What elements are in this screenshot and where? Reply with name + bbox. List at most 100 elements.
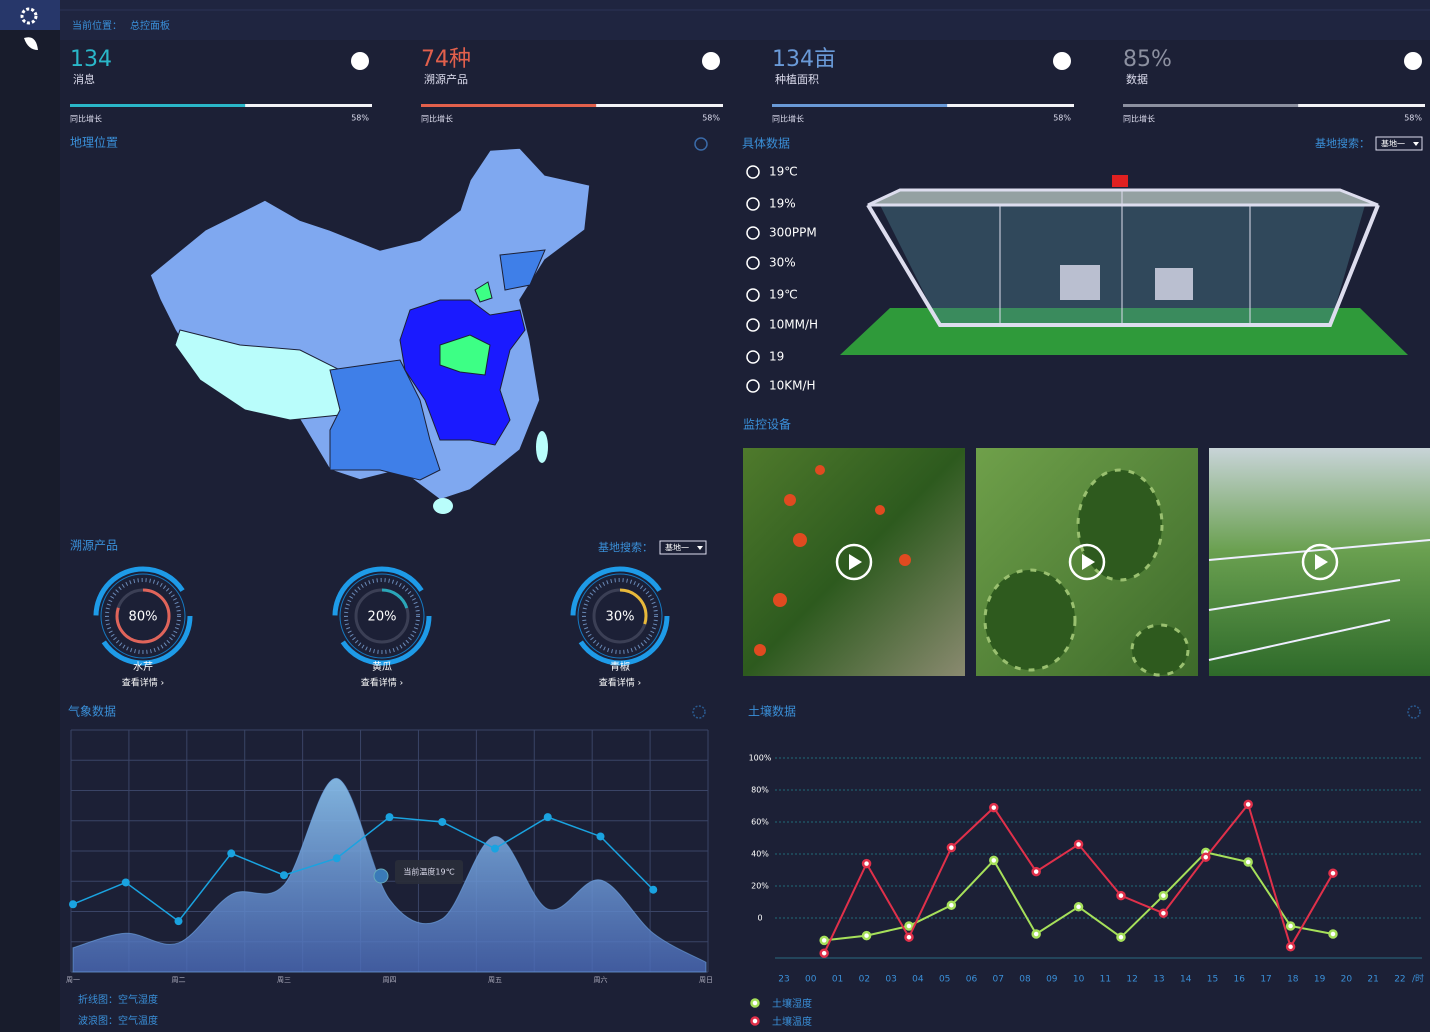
line-point[interactable] xyxy=(1116,890,1126,901)
detail-link[interactable]: 查看详情 › xyxy=(122,677,164,689)
map-region[interactable] xyxy=(474,281,493,303)
line-point[interactable] xyxy=(946,842,957,853)
x-tick-label: 周六 xyxy=(594,975,608,984)
panel-title: 具体数据 xyxy=(742,136,790,151)
map-region[interactable] xyxy=(329,359,441,481)
product-name: 黄瓜 xyxy=(372,660,392,673)
gauge-value xyxy=(115,588,171,644)
reading-value: 19% xyxy=(769,197,796,211)
menu-icon[interactable] xyxy=(24,37,38,50)
play-button[interactable] xyxy=(835,543,1339,581)
x-tick-label: 08 xyxy=(1019,975,1031,985)
breadcrumb-current[interactable]: 总控面板 xyxy=(130,19,170,32)
reading-value: 19℃ xyxy=(769,165,798,179)
map-region[interactable] xyxy=(174,329,341,421)
y-tick-label: 80% xyxy=(751,786,769,795)
x-tick-label: 18 xyxy=(1287,975,1299,985)
reading-value: 10KM/H xyxy=(769,379,816,393)
line-point[interactable] xyxy=(1328,868,1338,878)
growth-caption: 同比增长 xyxy=(1123,114,1155,124)
stat-label: 消息 xyxy=(73,72,95,86)
settings-icon[interactable] xyxy=(692,705,706,719)
growth-bar xyxy=(70,104,246,107)
line-point[interactable] xyxy=(861,858,872,869)
line-point[interactable] xyxy=(491,844,499,853)
settings-icon[interactable] xyxy=(1407,705,1421,719)
line-point[interactable] xyxy=(946,900,957,910)
line-point[interactable] xyxy=(904,932,914,942)
china-map xyxy=(149,147,591,514)
gauge-value xyxy=(592,588,648,644)
search-select[interactable] xyxy=(659,540,707,555)
line-point[interactable] xyxy=(280,871,288,880)
line-point[interactable] xyxy=(1073,902,1084,912)
line-point[interactable] xyxy=(1201,852,1211,862)
line-point[interactable] xyxy=(1158,890,1169,901)
stat-icon xyxy=(1053,52,1071,70)
line-point[interactable] xyxy=(649,885,658,894)
map-reset-icon[interactable] xyxy=(694,137,708,151)
line-point[interactable] xyxy=(819,948,829,958)
line-series xyxy=(72,816,654,923)
line-point[interactable] xyxy=(989,802,999,813)
tooltip-text: 当前温度19℃ xyxy=(403,867,454,877)
line-point[interactable] xyxy=(1285,942,1296,952)
line-point[interactable] xyxy=(332,854,341,863)
search-value: 基地一 xyxy=(665,543,689,553)
line-point[interactable] xyxy=(1328,929,1338,939)
gauge-ring xyxy=(100,573,186,659)
x-tick-label: 周一 xyxy=(66,976,80,984)
line-point[interactable] xyxy=(1158,908,1169,918)
line-point[interactable] xyxy=(861,930,872,941)
line-series xyxy=(823,802,1334,954)
legend-label: 波浪图：空气温度 xyxy=(78,1014,158,1027)
growth-bar xyxy=(1123,104,1299,107)
x-tick-label: 19 xyxy=(1314,975,1326,985)
line-point[interactable] xyxy=(121,878,130,887)
line-point[interactable] xyxy=(1116,932,1126,942)
line-point[interactable] xyxy=(438,817,447,826)
search-label: 基地搜索： xyxy=(598,540,653,554)
x-tick-label: 16 xyxy=(1234,975,1246,985)
legend-label: 土壤温度 xyxy=(772,1015,812,1028)
line-point[interactable] xyxy=(174,917,183,926)
map-region[interactable] xyxy=(536,431,548,463)
line-point[interactable] xyxy=(904,921,914,931)
x-unit: /时 xyxy=(1412,973,1424,985)
panel-title: 气象数据 xyxy=(68,704,116,719)
detail-link[interactable]: 查看详情 › xyxy=(361,677,403,689)
detail-link[interactable]: 查看详情 › xyxy=(599,677,641,689)
line-point[interactable] xyxy=(1031,866,1041,877)
growth-percent: 58% xyxy=(351,114,369,123)
line-point[interactable] xyxy=(596,832,605,841)
menu-icon[interactable] xyxy=(20,7,38,25)
line-point[interactable] xyxy=(385,813,394,822)
reading-icon xyxy=(746,165,760,179)
y-tick-label: 20% xyxy=(751,882,769,891)
x-tick-label: 22 xyxy=(1394,975,1405,985)
reading-icon xyxy=(746,288,760,302)
line-point[interactable] xyxy=(1031,929,1041,939)
map-region[interactable] xyxy=(439,334,491,376)
line-point[interactable] xyxy=(989,855,999,866)
search-select[interactable] xyxy=(1375,136,1423,151)
line-point[interactable] xyxy=(1285,921,1296,931)
line-point[interactable] xyxy=(819,935,829,946)
x-tick-label: 12 xyxy=(1126,975,1137,985)
x-tick-label: 06 xyxy=(966,975,978,985)
sidebar-active[interactable] xyxy=(0,0,60,30)
line-series xyxy=(824,851,1334,942)
reading-icon xyxy=(746,318,760,332)
gauge-ticks xyxy=(582,578,658,654)
line-point[interactable] xyxy=(69,900,77,909)
line-point[interactable] xyxy=(543,813,552,822)
map-region[interactable] xyxy=(433,498,453,514)
line-point[interactable] xyxy=(227,849,236,858)
reading-icon xyxy=(746,350,760,364)
line-point[interactable] xyxy=(1073,839,1084,850)
x-tick-label: 周日 xyxy=(699,976,713,984)
line-point[interactable] xyxy=(1243,799,1253,810)
line-point[interactable] xyxy=(1243,857,1253,867)
x-tick-label: 04 xyxy=(912,975,924,985)
map-region[interactable] xyxy=(499,249,546,291)
